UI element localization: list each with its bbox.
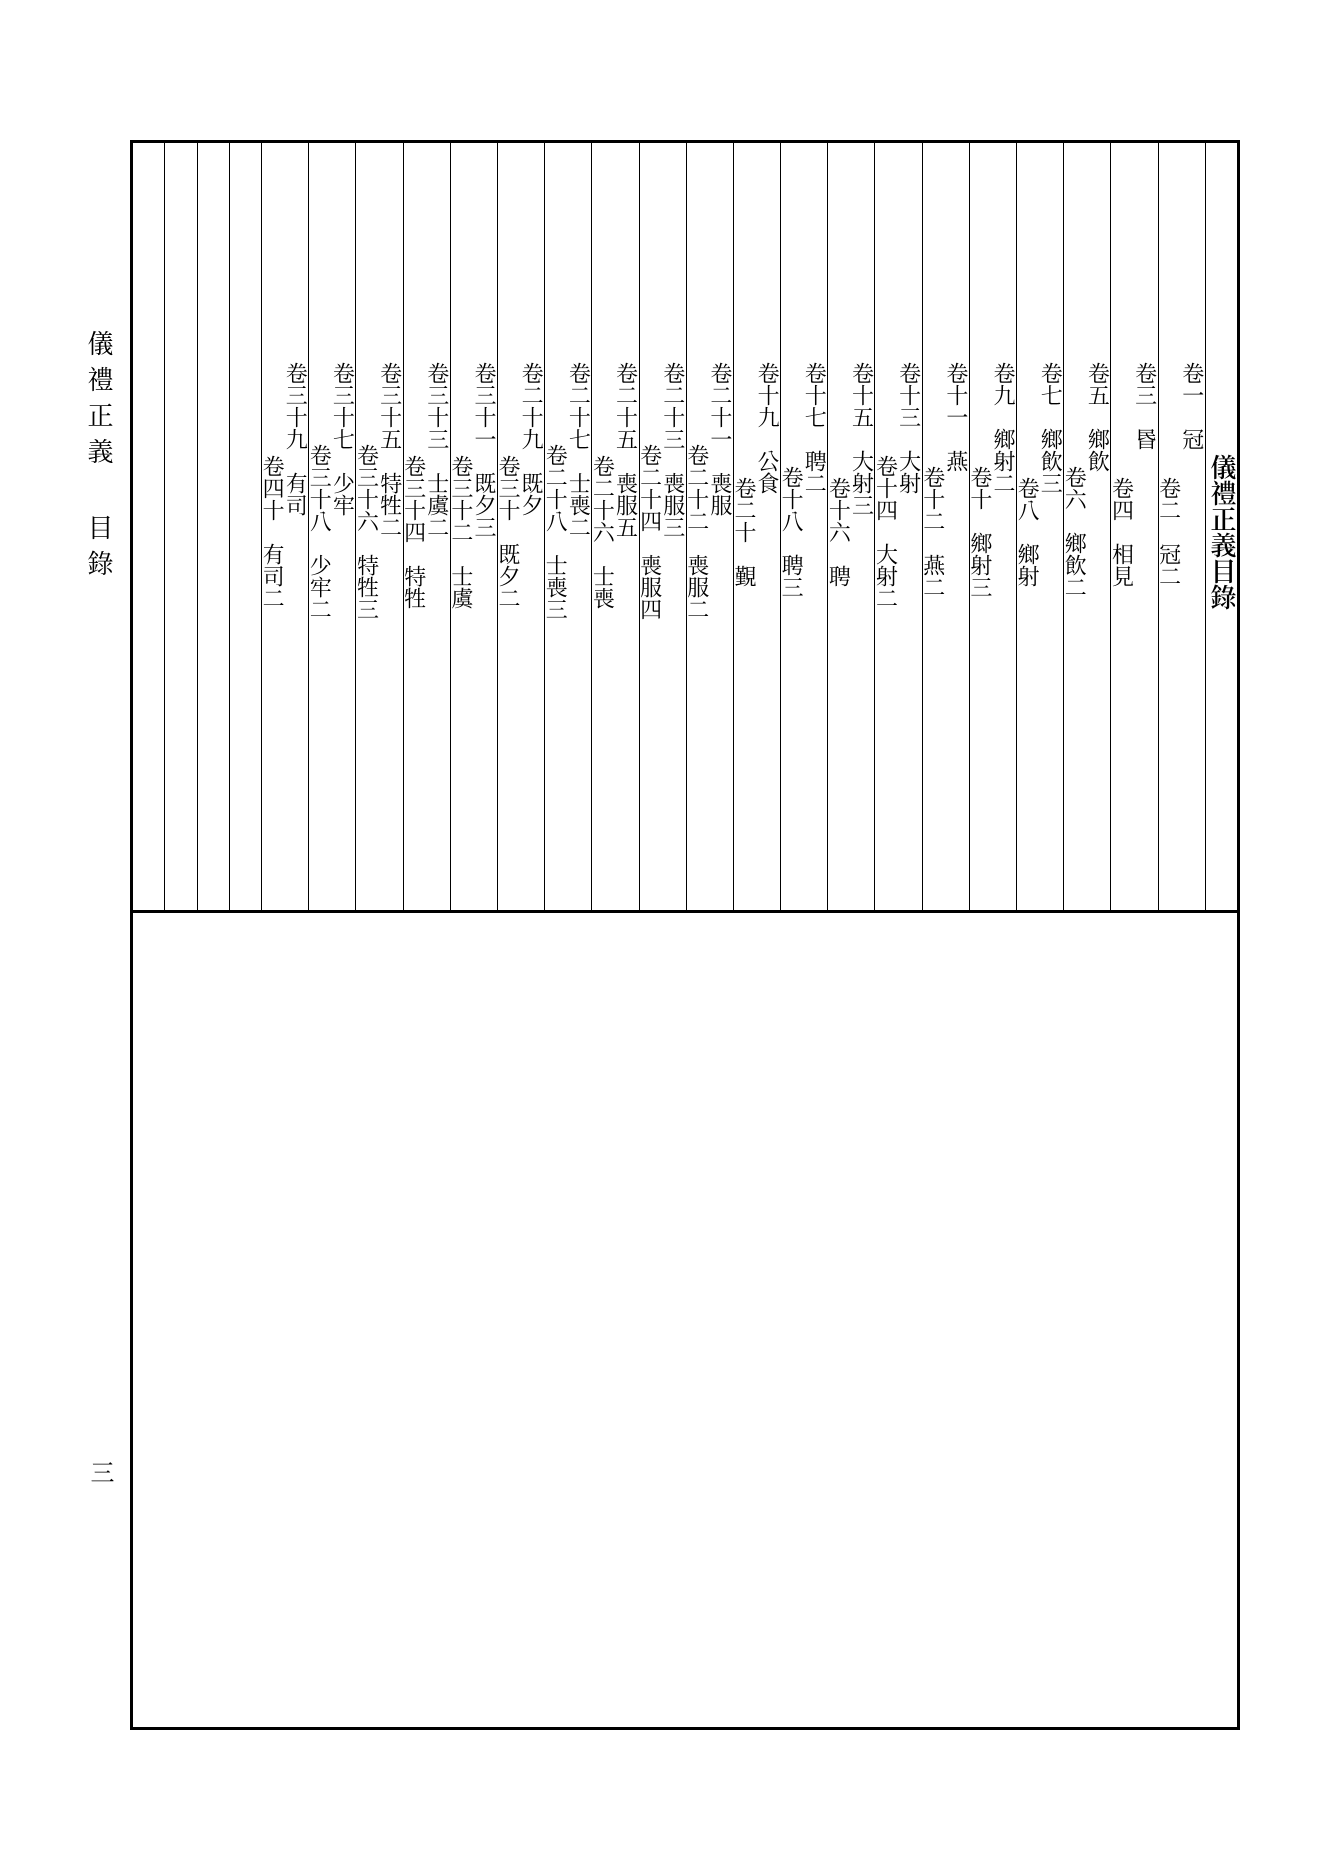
col-bottom-entry: 卷二十四 喪服四 <box>640 444 663 620</box>
col-bottom-entry: 卷十六 聘 <box>828 477 851 587</box>
col-bottom-entry: 卷二 冠二 <box>1159 477 1182 587</box>
col-bottom-entry: 卷十八 聘三 <box>781 466 804 598</box>
content-column: 卷三十三 士虞二卷三十四 特牲 <box>404 143 451 910</box>
col-bottom-entry: 卷十 鄉射三 <box>970 466 993 598</box>
col-bottom-entry: 卷二十六 士喪 <box>592 455 615 609</box>
content-column: 卷二十五 喪服五卷二十六 士喪 <box>592 143 639 910</box>
content-column: 卷七 鄉飲三卷八 鄉射 <box>1017 143 1064 910</box>
col-bottom-entry: 卷三十 既夕二 <box>498 455 521 609</box>
title-column: 儀禮正義目錄 <box>1206 143 1237 910</box>
margin-label: 儀禮正義目錄 <box>82 330 119 586</box>
text-frame: 儀禮正義目錄 卷一 冠卷二 冠二卷三 昬卷四 相見卷五 鄉飲卷六 鄉飲二卷七 鄉… <box>130 140 1240 1730</box>
col-bottom-entry: 卷四 相見 <box>1111 477 1134 587</box>
content-column: 卷十九 公食卷二十 覲 <box>734 143 781 910</box>
page-number: 三 <box>85 1460 120 1484</box>
page: 儀禮正義目錄 三 儀禮正義目錄 卷一 冠卷二 冠二卷三 昬卷四 相見卷五 鄉飲卷… <box>0 0 1322 1871</box>
content-column: 卷一 冠卷二 冠二 <box>1159 143 1206 910</box>
content-column: 卷十五 大射三卷十六 聘 <box>828 143 875 910</box>
content-column: 卷十三 大射卷十四 大射二 <box>875 143 922 910</box>
content-column <box>198 143 230 910</box>
content-column: 卷二十七 士喪二卷二十八 士喪三 <box>545 143 592 910</box>
content-column: 卷二十一 喪服卷二十二 喪服二 <box>687 143 734 910</box>
content-column: 卷十一 燕卷十二 燕二 <box>923 143 970 910</box>
content-column: 卷三十七 少牢卷三十八 少牢二 <box>309 143 356 910</box>
col-bottom-entry: 卷三十八 少牢二 <box>309 444 332 620</box>
col-bottom-entry: 卷四十 有司二 <box>262 455 285 609</box>
content-column: 卷三十九 有司卷四十 有司二 <box>262 143 309 910</box>
upper-half: 儀禮正義目錄 卷一 冠卷二 冠二卷三 昬卷四 相見卷五 鄉飲卷六 鄉飲二卷七 鄉… <box>133 143 1237 913</box>
col-bottom-entry: 卷六 鄉飲二 <box>1064 466 1087 598</box>
col-bottom-entry: 卷二十 覲 <box>734 477 757 587</box>
col-bottom-entry: 卷三十二 士虞 <box>451 455 474 609</box>
content-column <box>133 143 165 910</box>
col-bottom-entry: 卷二十八 士喪三 <box>545 444 568 620</box>
content-column: 卷三 昬卷四 相見 <box>1111 143 1158 910</box>
content-column: 卷三十一 既夕三卷三十二 士虞 <box>451 143 498 910</box>
content-column: 卷二十三 喪服三卷二十四 喪服四 <box>640 143 687 910</box>
margin-label-b: 目錄 <box>82 514 119 586</box>
content-column: 卷二十九 既夕卷三十 既夕二 <box>498 143 545 910</box>
content-column: 卷十七 聘二卷十八 聘三 <box>781 143 828 910</box>
col-bottom-entry: 卷十二 燕二 <box>923 466 946 598</box>
content-column <box>165 143 197 910</box>
col-bottom-entry: 卷八 鄉射 <box>1017 477 1040 587</box>
margin-label-a: 儀禮正義 <box>82 330 119 474</box>
content-column: 卷三十五 特牲二卷三十六 特牲三 <box>356 143 403 910</box>
content-column: 卷五 鄉飲卷六 鄉飲二 <box>1064 143 1111 910</box>
content-column: 卷九 鄉射二卷十 鄉射三 <box>970 143 1017 910</box>
col-bottom-entry: 卷二十二 喪服二 <box>687 444 710 620</box>
col-bottom-entry: 卷三十四 特牲 <box>404 455 427 609</box>
book-title: 儀禮正義目錄 <box>1210 454 1237 610</box>
col-bottom-entry: 卷三十六 特牲三 <box>356 444 379 620</box>
column-container: 儀禮正義目錄 卷一 冠卷二 冠二卷三 昬卷四 相見卷五 鄉飲卷六 鄉飲二卷七 鄉… <box>133 143 1237 910</box>
col-bottom-entry: 卷十四 大射二 <box>875 455 898 609</box>
